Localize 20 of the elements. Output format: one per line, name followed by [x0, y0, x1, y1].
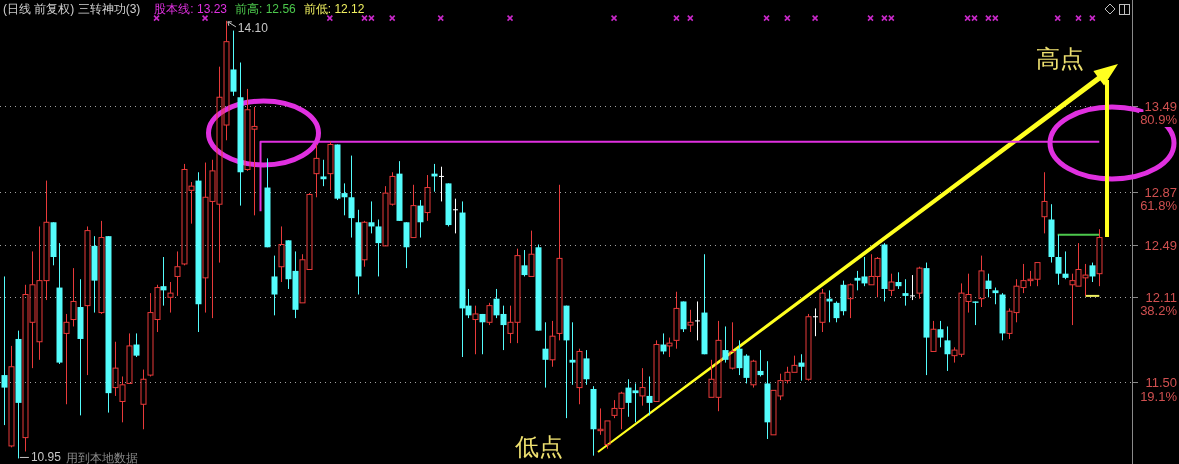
annotation: 14.10	[227, 20, 268, 35]
annotation: 高点	[1036, 45, 1084, 72]
y-tick-label: 12.11	[1145, 290, 1177, 305]
y2-tick-label: 61.8%	[1140, 198, 1178, 213]
annotation: 低点	[515, 433, 563, 460]
legend-entry: 前高: 12.56	[235, 2, 296, 16]
y2-tick-label: 38.2%	[1140, 303, 1178, 318]
y-tick-label: 12.49	[1144, 238, 1177, 253]
legend-entry: 前低: 12.12	[303, 2, 365, 16]
annotation: 用到本地数据	[66, 451, 138, 464]
y2-tick-label: 19.1%	[1140, 389, 1178, 404]
y-tick-label: 11.50	[1145, 375, 1177, 390]
annotation: 14.10	[237, 20, 269, 35]
chart-title: (日线 前复权) 三转神功(3)	[3, 2, 141, 16]
annotation: 10.95	[30, 450, 62, 464]
y-tick-label: 12.87	[1144, 185, 1177, 200]
y2-tick-label: 80.9%	[1140, 112, 1178, 127]
y-tick-label: 13.49	[1144, 99, 1177, 114]
annotation: 10.95	[19, 450, 61, 464]
legend-entry: 股本线: 13.23	[154, 2, 228, 16]
